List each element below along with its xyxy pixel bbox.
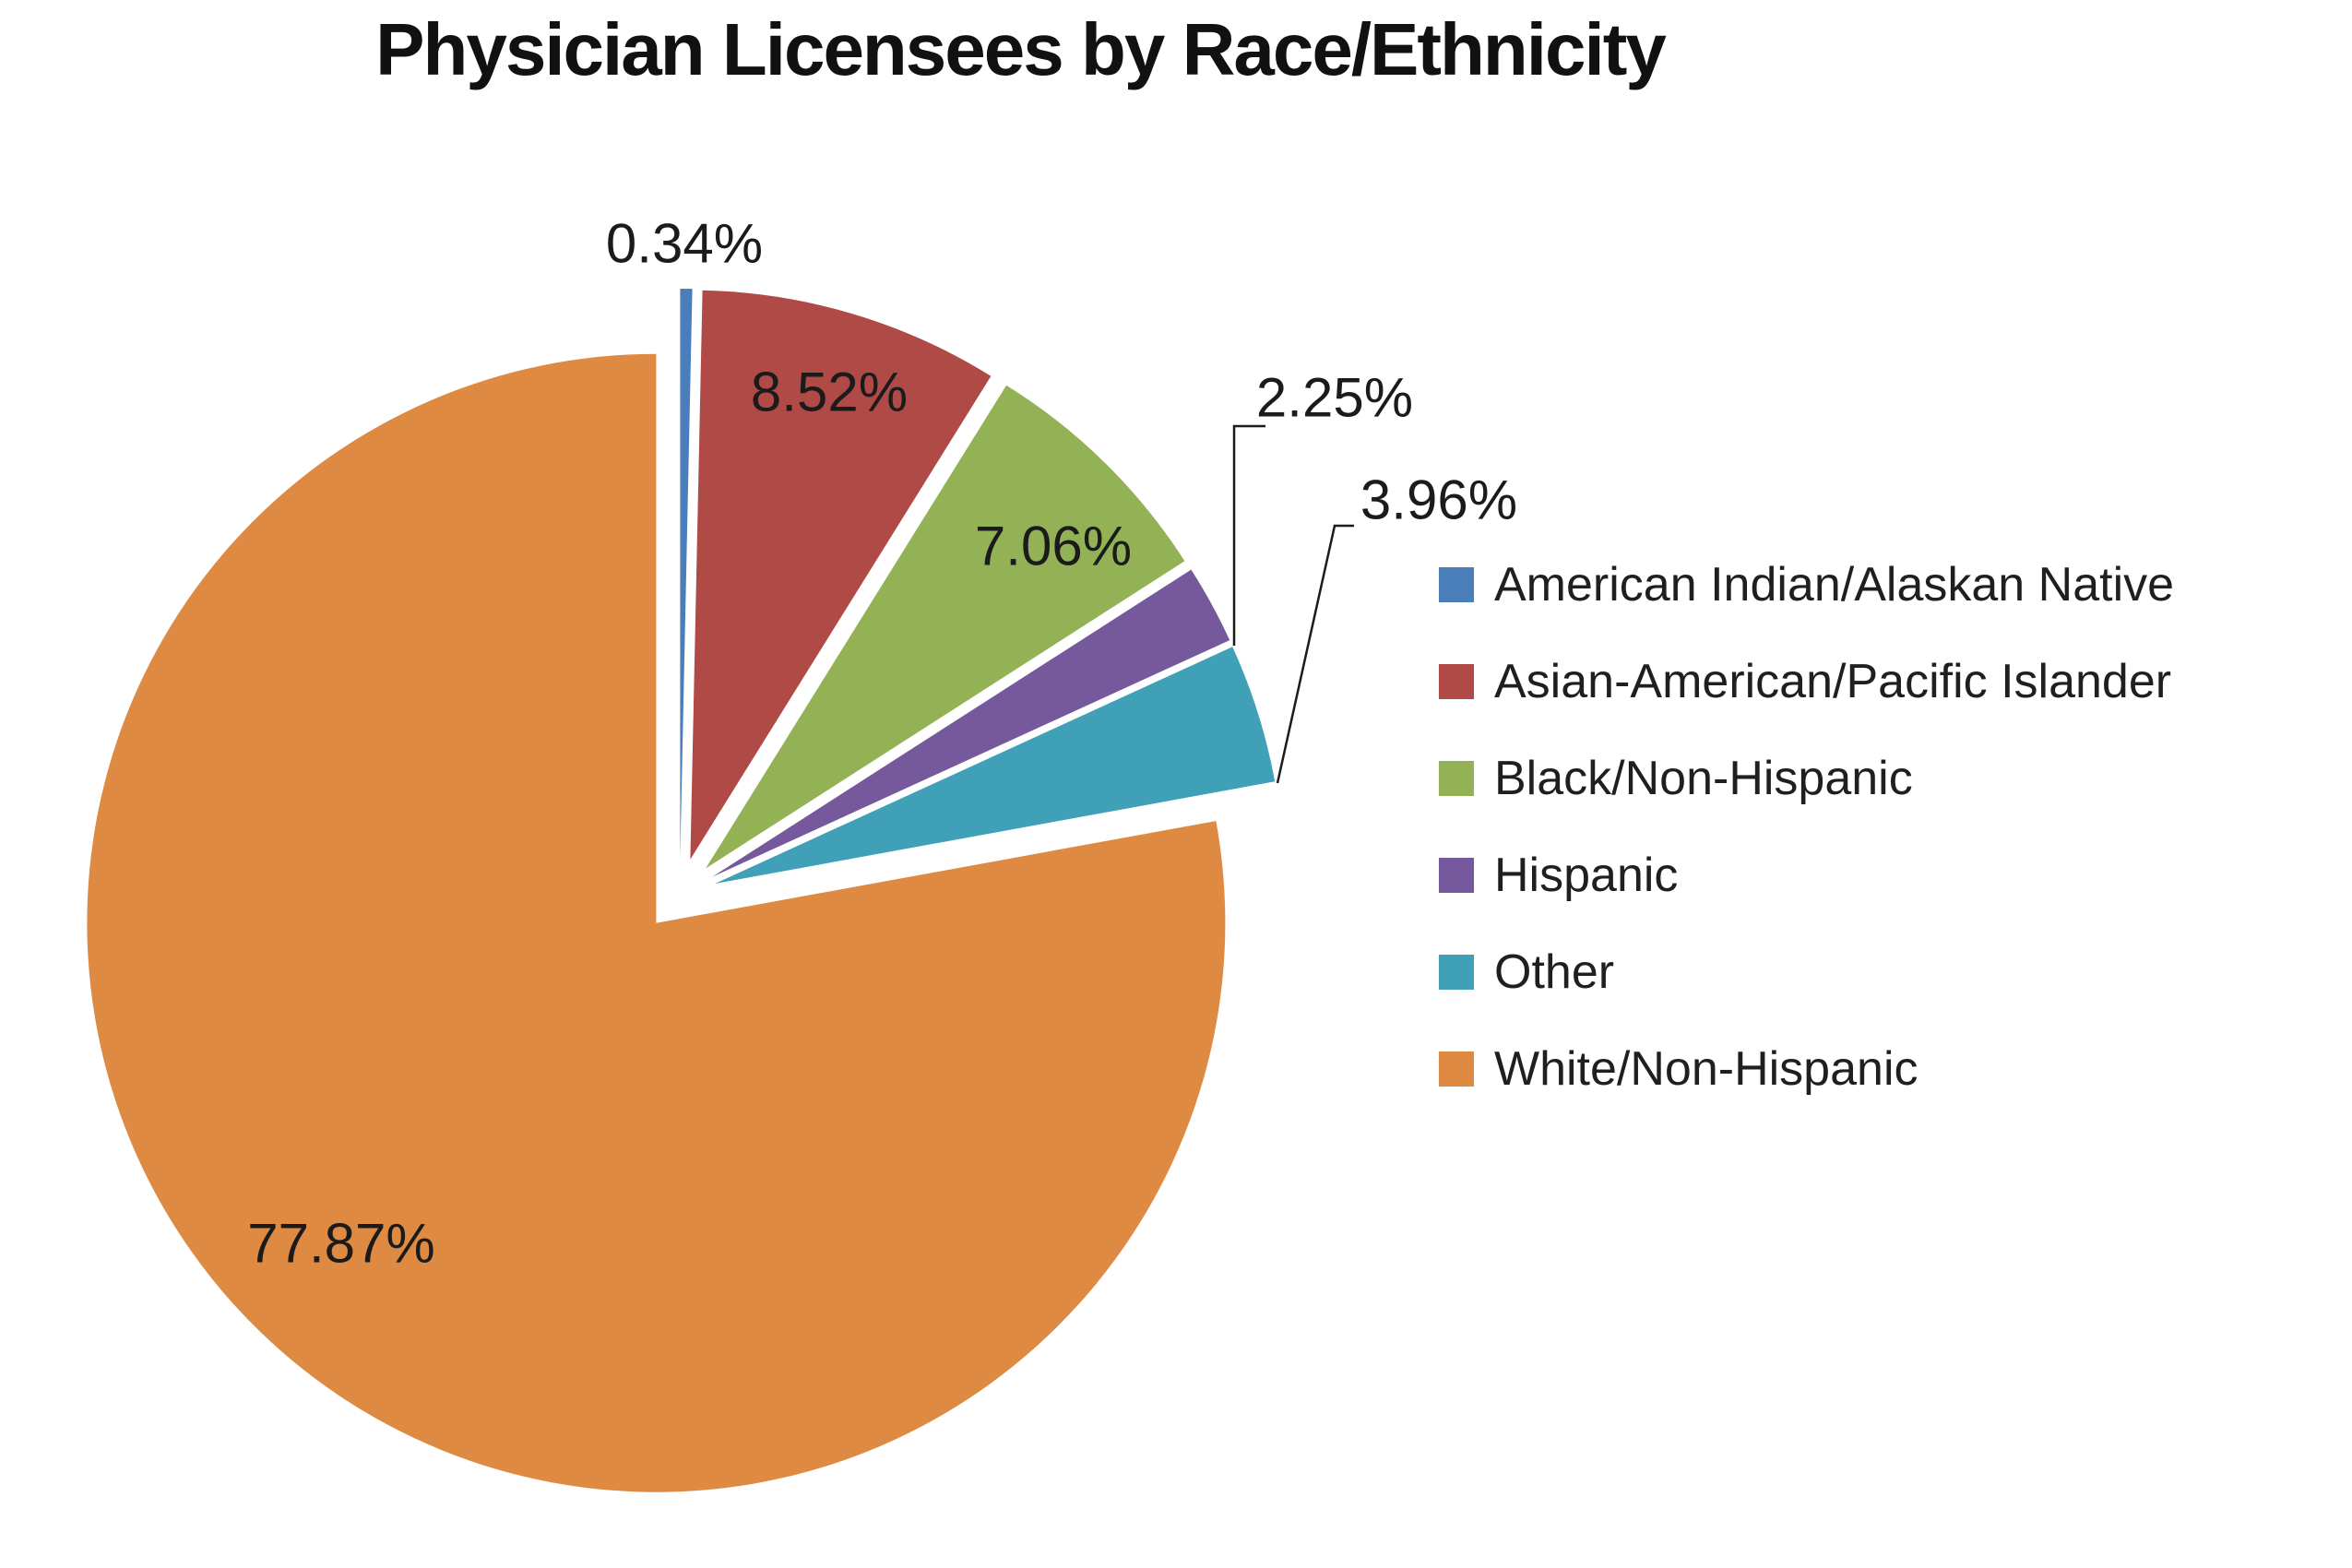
slice-label-hispanic: 2.25% (1256, 367, 1413, 429)
legend-item-american-indian-alaskan-native: American Indian/Alaskan Native (1439, 561, 2174, 609)
leader-line-other (1276, 524, 1354, 784)
legend-label: American Indian/Alaskan Native (1494, 558, 2175, 612)
legend-label: Hispanic (1494, 849, 1679, 902)
slice-label-black-non-hispanic: 7.06% (975, 516, 1132, 577)
legend-item-black-non-hispanic: Black/Non-Hispanic (1439, 754, 2174, 802)
pie-slice-american-indian-alaskan-native (680, 288, 693, 859)
legend-item-other: Other (1439, 948, 2174, 996)
legend-label: Black/Non-Hispanic (1494, 752, 1913, 805)
slice-label-asian-american-pacific-islander: 8.52% (751, 362, 908, 423)
legend-label: Other (1494, 945, 1615, 999)
legend-swatch-other (1439, 955, 1474, 990)
legend-swatch-hispanic (1439, 858, 1474, 893)
pie-slice-black-non-hispanic (706, 385, 1185, 869)
pie-slice-asian-american-pacific-islander (690, 290, 992, 860)
legend-item-asian-american-pacific-islander: Asian-American/Pacific Islander (1439, 658, 2174, 706)
pie-slice-other (715, 647, 1276, 884)
slice-label-other: 3.96% (1360, 469, 1517, 531)
leader-line-hispanic (1232, 424, 1265, 646)
pie-slice-white-non-hispanic (87, 353, 1226, 1492)
chart-title: Physician Licensees by Race/Ethnicity (375, 8, 1667, 90)
slice-label-american-indian-alaskan-native: 0.34% (606, 213, 763, 275)
legend: American Indian/Alaskan Native Asian-Amer… (1439, 561, 2174, 1093)
legend-swatch-black-non-hispanic (1439, 761, 1474, 796)
pie-slice-hispanic (712, 569, 1230, 877)
legend-label: White/Non-Hispanic (1494, 1042, 1918, 1096)
legend-swatch-asian-american-pacific-islander (1439, 664, 1474, 699)
legend-swatch-white-non-hispanic (1439, 1051, 1474, 1087)
legend-item-hispanic: Hispanic (1439, 851, 2174, 899)
legend-label: Asian-American/Pacific Islander (1494, 655, 2172, 708)
slice-label-white-non-hispanic: 77.87% (247, 1213, 435, 1275)
legend-swatch-american-indian-alaskan-native (1439, 567, 1474, 602)
legend-item-white-non-hispanic: White/Non-Hispanic (1439, 1045, 2174, 1093)
